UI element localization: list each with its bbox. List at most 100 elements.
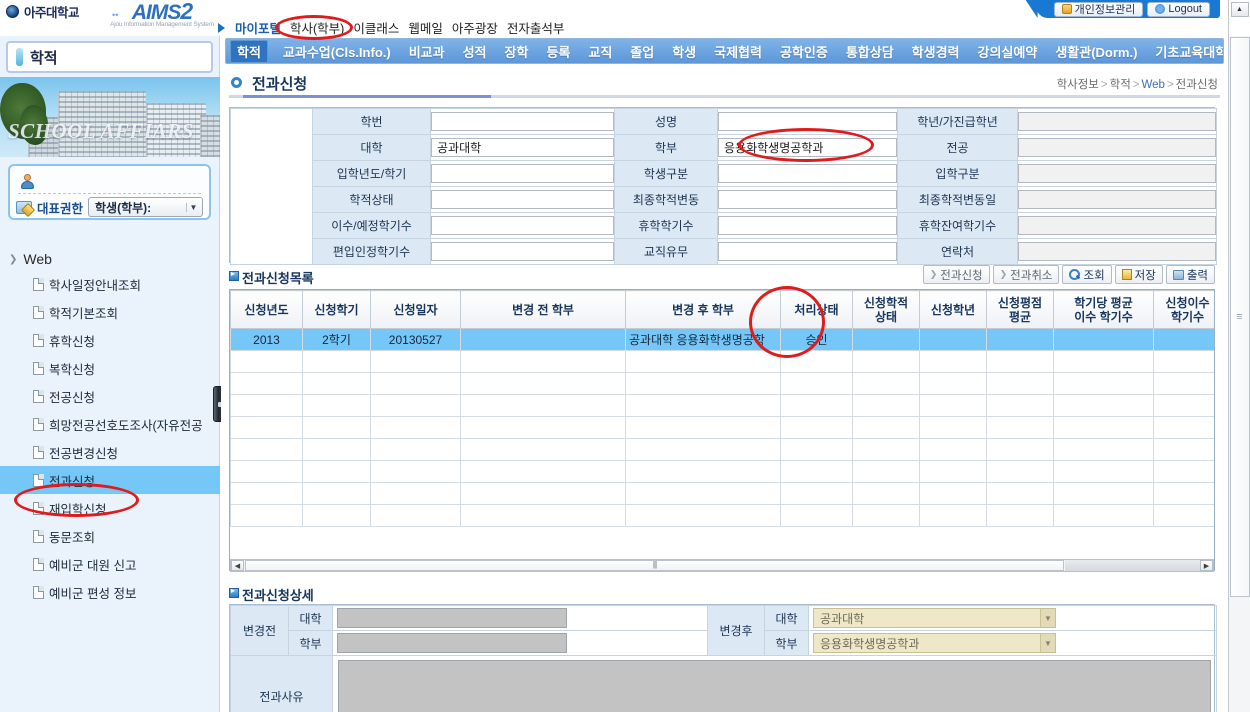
sidebar-item-reserve-report[interactable]: 예비군 대원 신고: [0, 550, 220, 578]
col-process-status[interactable]: 처리상태: [780, 290, 853, 329]
form-row: 대학 공과대학 학부 응용화학생명공학과 전공: [231, 134, 1217, 161]
topnav-item-ajouplaza[interactable]: 아주광장: [451, 22, 498, 36]
field-student-id[interactable]: [431, 112, 614, 131]
horizontal-scroll-thumb[interactable]: [245, 560, 1064, 571]
sidebar-item-basic-record[interactable]: 학적기본조회: [0, 298, 220, 326]
field-department[interactable]: 응용화학생명공학과: [718, 138, 897, 157]
table-row-empty[interactable]: [230, 372, 1214, 395]
select-after-college[interactable]: 공과대학 ▼: [813, 608, 1056, 629]
col-apply-date[interactable]: 신청일자: [370, 290, 461, 329]
field-completed-terms[interactable]: [431, 216, 614, 235]
tab-registration[interactable]: 등록: [546, 44, 571, 60]
table-row-empty[interactable]: [230, 460, 1214, 483]
tab-extracurricular[interactable]: 비교과: [408, 44, 445, 60]
sidebar-item-major-preference-survey[interactable]: 희망전공선호도조사(자유전공: [0, 410, 220, 438]
university-logo[interactable]: 아주대학교: [6, 2, 80, 21]
tab-grades[interactable]: 성적: [462, 44, 487, 60]
tab-class-info[interactable]: 교과수업(Cls.Info.): [282, 44, 391, 60]
table-row-empty[interactable]: [230, 482, 1214, 505]
sidebar-item-readmission-application[interactable]: 재입학신청: [0, 494, 220, 522]
col-before-department[interactable]: 변경 전 학부: [460, 290, 626, 329]
table-row[interactable]: 2013 2학기 20130527 공과대학 응용화학생명공학 승인: [230, 328, 1214, 351]
select-after-department[interactable]: 응용화학생명공학과 ▼: [813, 633, 1056, 654]
grid-horizontal-scrollbar[interactable]: ◀ ▶: [230, 559, 1214, 572]
logout-label: Logout: [1168, 3, 1202, 15]
field-leave-terms[interactable]: [718, 216, 897, 235]
field-student-type[interactable]: [718, 164, 897, 183]
tab-dormitory[interactable]: 생활관(Dorm.): [1055, 44, 1138, 60]
col-apply-year[interactable]: 신청년도: [230, 290, 303, 329]
field-last-record-change[interactable]: [718, 190, 897, 209]
print-button[interactable]: 출력: [1165, 265, 1215, 284]
section-marker-icon: [229, 586, 239, 598]
topnav-item-myportal[interactable]: 마이포털: [235, 22, 282, 36]
save-button[interactable]: 저장: [1114, 265, 1163, 284]
field-teaching-status[interactable]: [718, 242, 897, 261]
horizontal-scroll-track[interactable]: [1065, 560, 1200, 571]
sidebar-item-academic-calendar[interactable]: 학사일정안내조회: [0, 270, 220, 298]
search-button[interactable]: 조회: [1062, 265, 1112, 284]
user-panel: 대표권한 학생(학부): ▼: [8, 164, 211, 220]
tab-scholarship[interactable]: 장학: [504, 44, 529, 60]
field-admission-year-term[interactable]: [431, 164, 614, 183]
tab-engineering-cert[interactable]: 공학인증: [779, 44, 828, 60]
vertical-scroll-track[interactable]: [1229, 37, 1250, 711]
tab-student-career[interactable]: 학생경력: [911, 44, 960, 60]
field-transfer-credited-terms[interactable]: [431, 242, 614, 261]
col-apply-grade[interactable]: 신청학년: [919, 290, 987, 329]
vertical-scroll-thumb[interactable]: [1229, 37, 1250, 597]
col-avg-terms-per-semester[interactable]: 학기당 평균 이수 학기수: [1053, 290, 1154, 329]
scroll-right-arrow-icon[interactable]: ▶: [1200, 560, 1213, 571]
sidebar-item-return-application[interactable]: 복학신청: [0, 354, 220, 382]
cancel-transfer-button[interactable]: ❯ 전과취소: [992, 265, 1060, 284]
sidebar-item-alumni-lookup[interactable]: 동문조회: [0, 522, 220, 550]
label-before-department: 학부: [288, 630, 333, 657]
tab-counseling[interactable]: 통합상담: [845, 44, 894, 60]
role-select[interactable]: 학생(학부): ▼: [88, 197, 203, 217]
table-row-empty[interactable]: [230, 438, 1214, 461]
field-college[interactable]: 공과대학: [431, 138, 614, 157]
tab-basic-education[interactable]: 기초교육대학: [1155, 44, 1224, 60]
document-icon: [33, 361, 44, 375]
tab-haksa[interactable]: 학적: [230, 39, 268, 63]
tab-international[interactable]: 국제협력: [714, 44, 762, 60]
sidebar-item-major-change-application[interactable]: 전공변경신청: [0, 438, 220, 466]
topnav-item-haksa[interactable]: 학사(학부): [290, 22, 345, 36]
tab-teaching[interactable]: 교직: [588, 44, 613, 60]
tab-graduation[interactable]: 졸업: [630, 44, 655, 60]
page-vertical-scrollbar[interactable]: [1228, 36, 1250, 712]
topnav-item-attendance[interactable]: 전자출석부: [506, 22, 565, 36]
sidebar-item-reserve-info[interactable]: 예비군 편성 정보: [0, 578, 220, 606]
col-apply-term[interactable]: 신청학기: [302, 290, 371, 329]
table-row-empty[interactable]: [230, 350, 1214, 373]
topnav-item-eclass[interactable]: 이클래스: [353, 22, 400, 36]
sidebar-menu-tree: ❯ Web 학사일정안내조회 학적기본조회 휴학신청 복학신청 전공신청: [0, 248, 220, 606]
table-row-empty[interactable]: [230, 416, 1214, 439]
sidebar-item-transfer-application[interactable]: 전과신청: [0, 466, 220, 494]
table-row-empty[interactable]: [230, 504, 1214, 527]
tab-classroom-reservation[interactable]: 강의실예약: [977, 44, 1038, 60]
apply-transfer-button[interactable]: ❯ 전과신청: [922, 265, 990, 284]
tab-student[interactable]: 학생: [672, 44, 697, 60]
logout-button[interactable]: Logout: [1147, 1, 1210, 17]
label-record-status: 학적상태: [312, 186, 431, 213]
col-apply-completed-terms[interactable]: 신청이수 학기수: [1153, 290, 1214, 329]
save-icon: [1121, 269, 1132, 280]
table-row-empty[interactable]: [230, 394, 1214, 417]
col-apply-record-status[interactable]: 신청학적 상태: [852, 290, 920, 329]
sidebar-item-leave-application[interactable]: 휴학신청: [0, 326, 220, 354]
field-name[interactable]: [718, 112, 897, 131]
sidebar-tree-root[interactable]: ❯ Web: [0, 248, 220, 270]
scroll-up-arrow-icon[interactable]: ▲: [1230, 2, 1249, 17]
list-toolbar: ❯ 전과신청 ❯ 전과취소 조회 저장 출력: [922, 265, 1215, 284]
field-record-status[interactable]: [431, 190, 614, 209]
scroll-left-arrow-icon[interactable]: ◀: [231, 560, 244, 571]
privacy-management-button[interactable]: 개인정보관리: [1053, 1, 1144, 17]
col-apply-gpa[interactable]: 신청평점 평균: [986, 290, 1054, 329]
col-after-department[interactable]: 변경 후 학부: [625, 290, 781, 329]
topnav-item-webmail[interactable]: 웹메일: [408, 22, 443, 36]
aims-logo[interactable]: AIMS2 Ajou Information Management System: [108, 0, 216, 28]
sidebar-item-major-application[interactable]: 전공신청: [0, 382, 220, 410]
transfer-application-grid[interactable]: 신청년도 신청학기 신청일자 변경 전 학부 변경 후 학부 처리상태 신청학적…: [229, 289, 1215, 571]
